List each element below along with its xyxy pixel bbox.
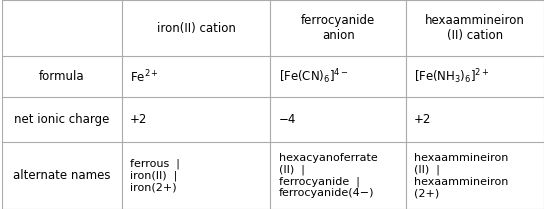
- Text: +2: +2: [414, 113, 431, 126]
- Text: hexaammineiron
(II)  |
hexaammineiron
(2+): hexaammineiron (II) | hexaammineiron (2+…: [414, 153, 509, 198]
- Text: iron(II) cation: iron(II) cation: [157, 22, 236, 35]
- Text: hexaammineiron
(II) cation: hexaammineiron (II) cation: [425, 14, 525, 42]
- Text: −4: −4: [279, 113, 296, 126]
- Text: Fe$^{2+}$: Fe$^{2+}$: [129, 69, 159, 85]
- Text: [Fe(CN)$_6$]$^{4-}$: [Fe(CN)$_6$]$^{4-}$: [279, 68, 348, 86]
- Text: ferrous  |
iron(II)  |
iron(2+): ferrous | iron(II) | iron(2+): [129, 158, 180, 193]
- Text: hexacyanoferrate
(II)  |
ferrocyanide  |
ferrocyanide(4−): hexacyanoferrate (II) | ferrocyanide | f…: [279, 153, 378, 199]
- Text: net ionic charge: net ionic charge: [14, 113, 110, 126]
- Text: [Fe(NH$_3$)$_6$]$^{2+}$: [Fe(NH$_3$)$_6$]$^{2+}$: [414, 68, 490, 86]
- Text: alternate names: alternate names: [13, 169, 110, 182]
- Text: ferrocyanide
anion: ferrocyanide anion: [301, 14, 375, 42]
- Text: formula: formula: [39, 70, 85, 83]
- Text: +2: +2: [129, 113, 147, 126]
